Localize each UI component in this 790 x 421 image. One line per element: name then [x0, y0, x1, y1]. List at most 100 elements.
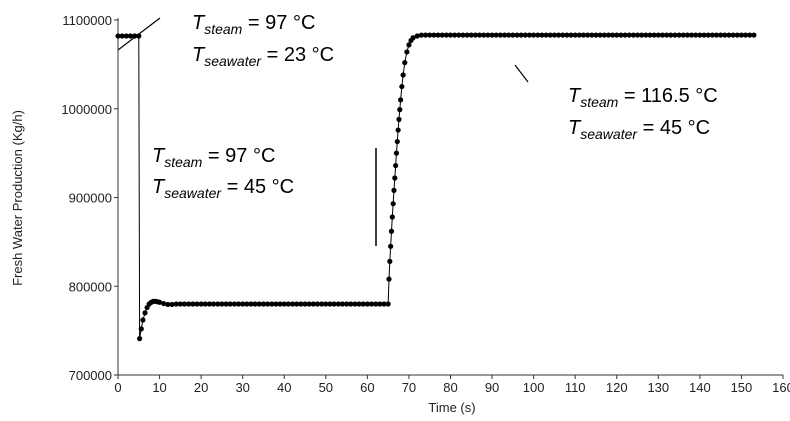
data-point: [385, 301, 391, 307]
data-point: [210, 301, 217, 307]
data-point: [747, 32, 753, 38]
data-point: [539, 32, 545, 38]
data-point: [684, 32, 691, 38]
data-point: [668, 32, 674, 38]
pointer-line: [514, 64, 529, 83]
data-point: [510, 32, 516, 38]
data-point: [564, 32, 570, 38]
data-point: [387, 258, 393, 264]
data-point: [734, 32, 740, 38]
data-point: [137, 336, 143, 342]
data-point: [319, 301, 325, 307]
data-point: [701, 32, 707, 38]
x-tick-label: 90: [485, 380, 499, 395]
data-point: [186, 301, 192, 307]
annotation: Tsteam = 97 °C: [192, 12, 315, 37]
data-point: [472, 32, 479, 38]
data-point: [394, 138, 400, 145]
data-point: [265, 301, 271, 307]
data-point: [352, 301, 358, 307]
data-point: [388, 243, 394, 249]
data-point: [481, 32, 487, 38]
data-point: [634, 32, 641, 38]
data-point: [713, 32, 720, 38]
data-point: [223, 301, 229, 307]
data-point: [339, 301, 346, 307]
data-point: [447, 32, 454, 38]
data-point: [464, 32, 470, 38]
data-point: [730, 32, 736, 38]
data-point: [693, 32, 699, 38]
data-point: [364, 301, 370, 307]
data-point: [404, 49, 410, 55]
data-point: [680, 32, 686, 38]
data-point: [751, 32, 757, 38]
annotation-subscript: seawater: [164, 185, 222, 201]
annotation-text: = 45 °C: [221, 176, 294, 198]
data-point: [543, 32, 549, 38]
x-tick-label: 110: [565, 380, 586, 395]
data-point: [343, 301, 350, 307]
y-tick-label: 1000000: [61, 102, 112, 117]
data-point: [398, 97, 404, 103]
data-point: [655, 32, 661, 38]
data-point: [244, 301, 250, 307]
data-point: [676, 32, 682, 38]
data-point: [298, 301, 304, 307]
data-point: [389, 214, 395, 220]
data-point: [323, 301, 329, 307]
data-point: [418, 32, 425, 38]
data-point: [622, 32, 628, 38]
annotation-symbol: T: [568, 85, 582, 107]
data-point: [395, 127, 401, 133]
data-point: [522, 32, 528, 38]
data-point: [647, 32, 653, 38]
data-point: [705, 32, 711, 38]
annotation: Tseawater = 23 °C: [192, 44, 334, 69]
annotation: Tseawater = 45 °C: [152, 176, 294, 201]
data-point: [231, 301, 237, 307]
annotation-text: = 116.5 °C: [618, 85, 717, 107]
annotation-text: = 45 °C: [637, 117, 710, 139]
data-point: [310, 301, 316, 307]
data-point: [593, 32, 599, 38]
data-point: [386, 276, 392, 282]
data-point: [227, 301, 233, 307]
x-tick-label: 10: [152, 380, 166, 395]
data-point: [626, 32, 632, 38]
x-tick-label: 70: [402, 380, 416, 395]
data-point: [489, 32, 495, 38]
annotation-symbol: T: [192, 12, 206, 34]
data-point: [289, 301, 296, 307]
data-point: [672, 32, 678, 38]
data-point: [431, 32, 437, 38]
x-tick-label: 0: [114, 380, 121, 395]
data-point: [468, 32, 474, 38]
data-point: [580, 32, 587, 38]
data-point: [190, 301, 196, 307]
data-point: [568, 32, 574, 38]
annotation-symbol: T: [192, 44, 206, 66]
data-point: [327, 301, 333, 307]
y-tick-label: 800000: [69, 279, 112, 294]
data-point: [597, 32, 603, 38]
data-point: [422, 32, 429, 38]
data-point: [273, 301, 279, 307]
data-point: [402, 60, 408, 66]
x-tick-label: 160: [772, 380, 790, 395]
annotation-subscript: steam: [580, 94, 618, 110]
data-point: [381, 301, 387, 307]
data-point: [393, 162, 399, 169]
data-point: [722, 32, 728, 38]
data-point: [142, 310, 148, 316]
data-point: [718, 32, 724, 38]
data-point: [585, 32, 591, 38]
y-tick-label: 1100000: [62, 13, 112, 28]
data-point: [664, 32, 670, 38]
data-point: [277, 301, 283, 307]
data-point: [659, 32, 666, 38]
data-point: [485, 32, 491, 38]
data-point: [240, 301, 246, 307]
data-point: [177, 301, 183, 307]
data-point: [132, 33, 138, 39]
